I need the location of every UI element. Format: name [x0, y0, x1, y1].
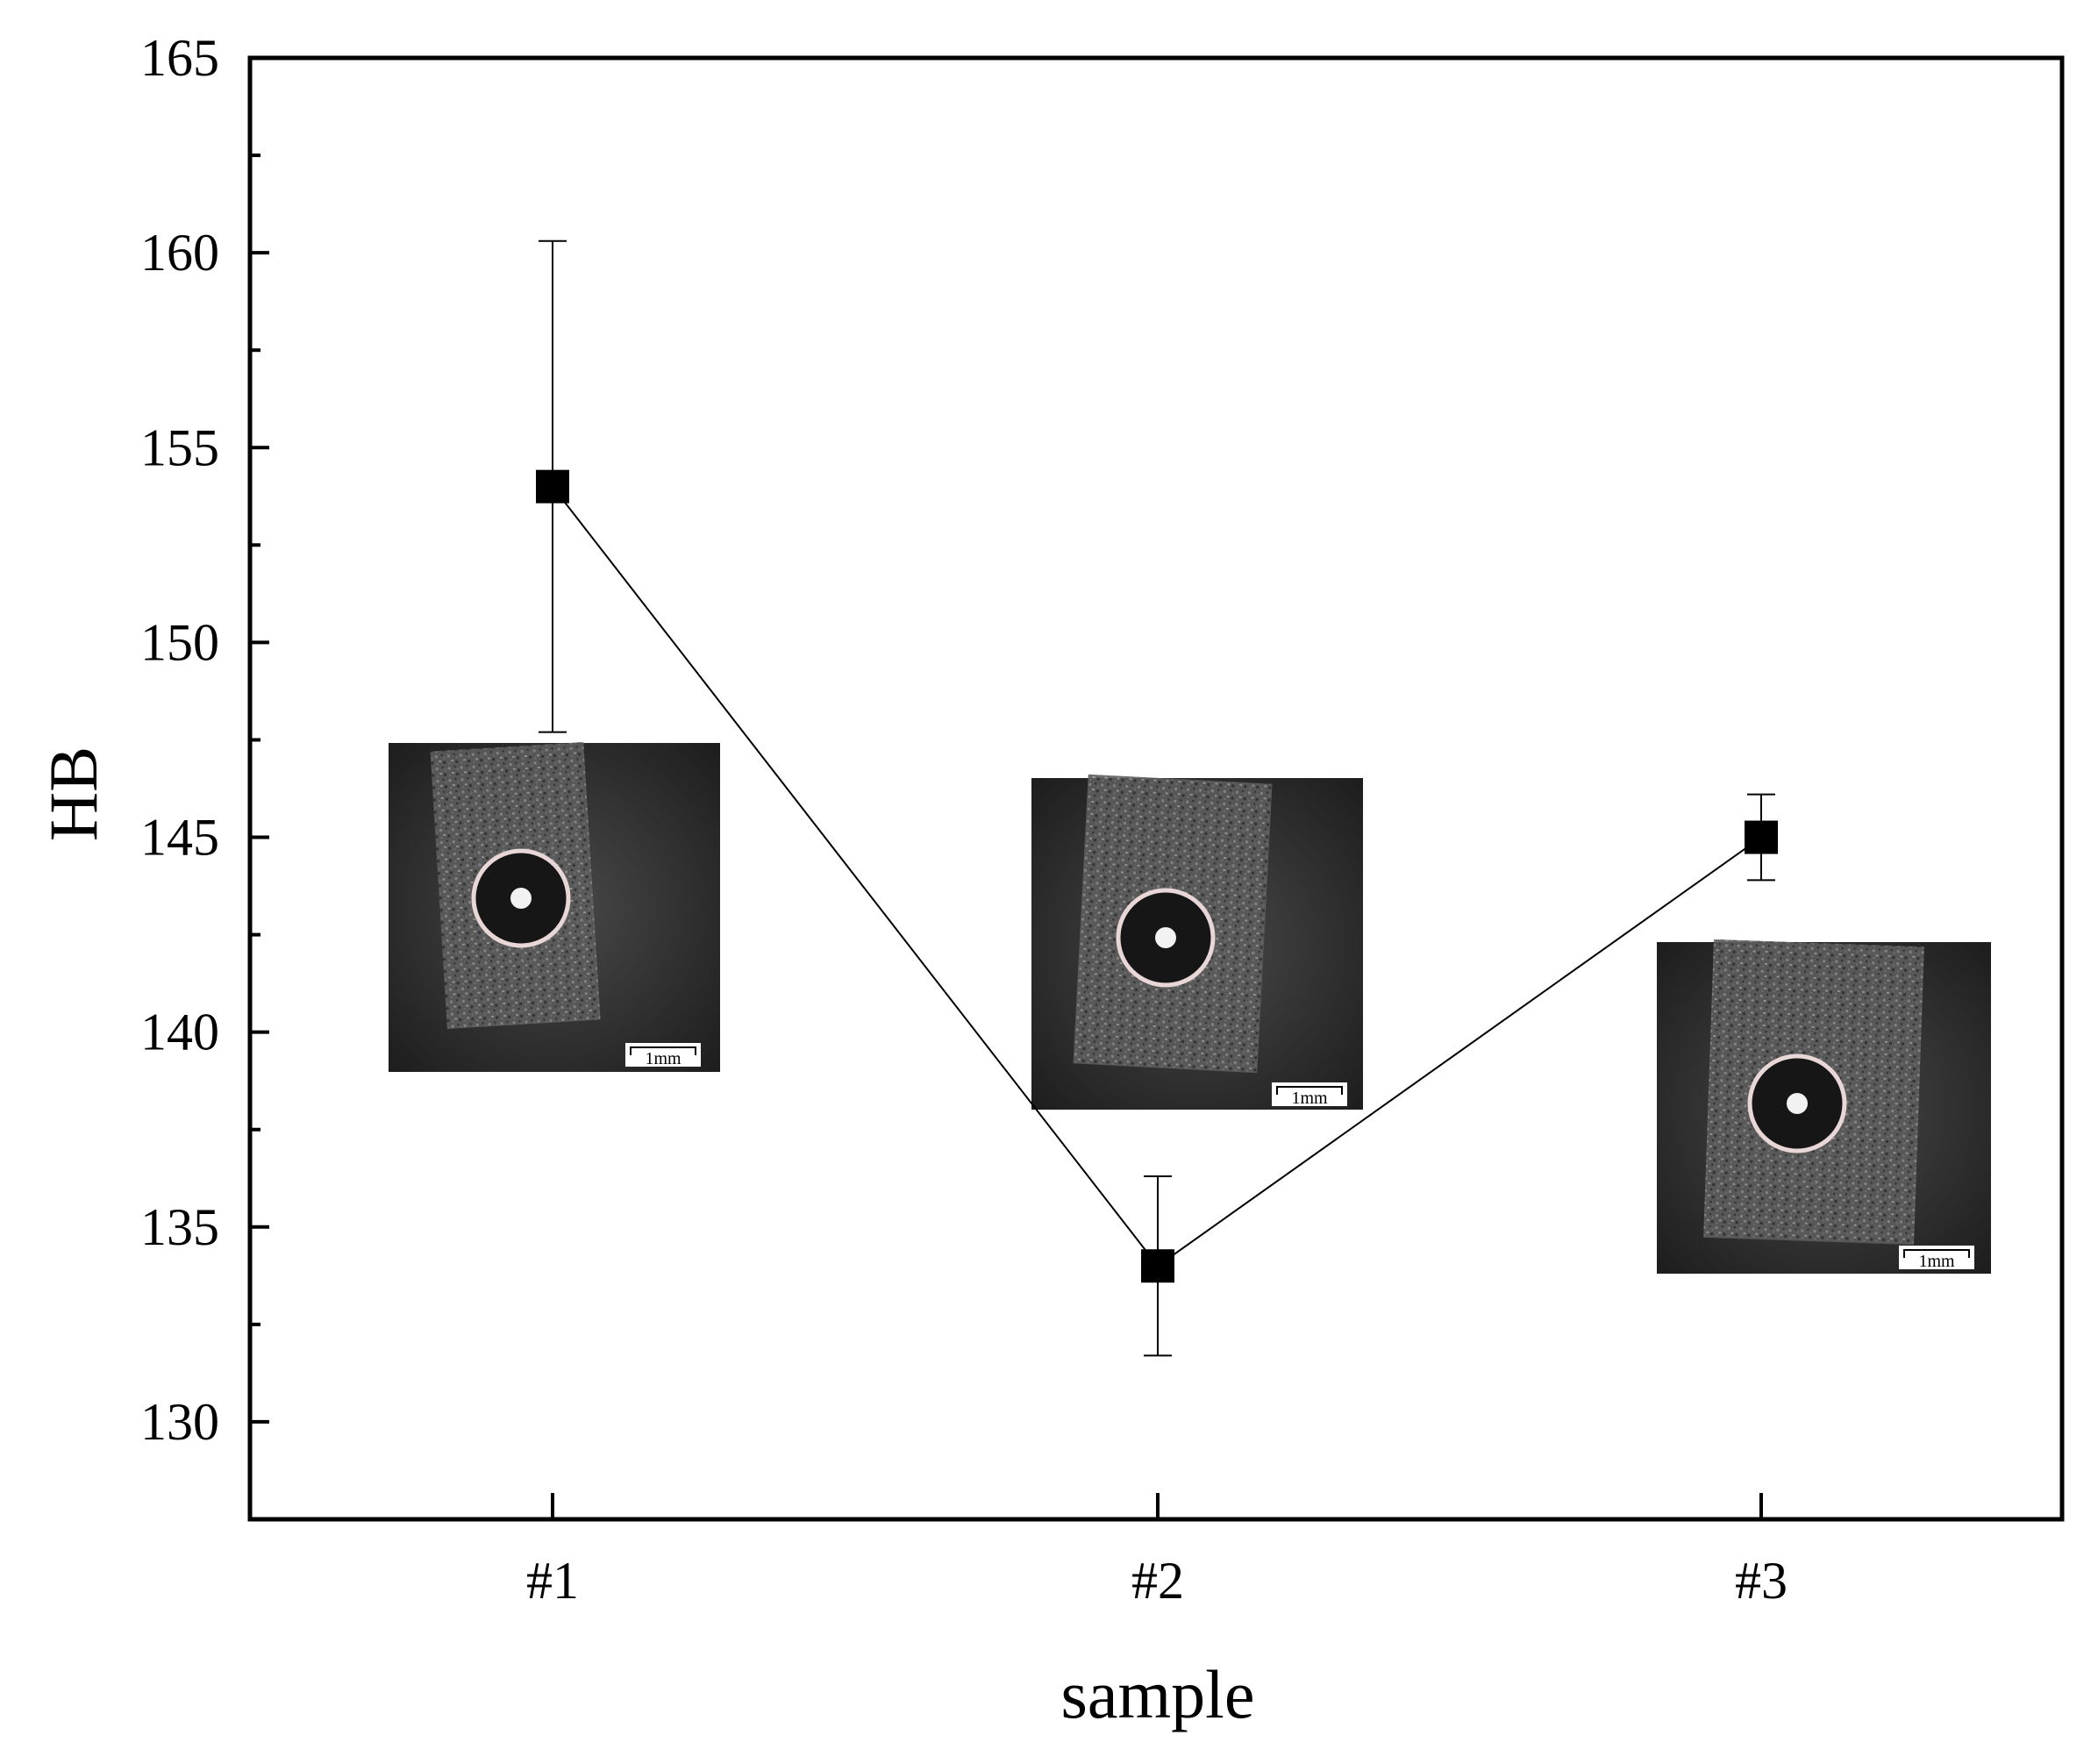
y-tick-label: 130	[140, 1393, 219, 1451]
y-axis-title: HB	[35, 746, 111, 841]
y-axis: 130 135 140 145 150 155 160 165	[140, 29, 269, 1521]
indentation-center	[1787, 1093, 1808, 1114]
y-tick-label: 135	[140, 1198, 219, 1256]
indentation-center	[510, 888, 532, 909]
x-tick-label: #3	[1735, 1552, 1788, 1610]
x-tick-label: #1	[526, 1552, 579, 1610]
inset-image-1: 1mm	[389, 741, 720, 1072]
data-series	[536, 239, 1778, 1357]
scale-bar-label: 1mm	[645, 1049, 681, 1068]
scale-bar-line	[630, 1046, 696, 1055]
x-axis-title: sample	[1061, 1656, 1255, 1732]
inset-images: 1mm 1mm 1mm	[389, 741, 1991, 1274]
indentation-center	[1155, 927, 1176, 948]
x-axis: #1 #2 #3	[526, 1493, 1788, 1610]
y-tick-label: 165	[140, 29, 219, 87]
y-tick-label: 150	[140, 613, 219, 671]
inset-image-2: 1mm	[1031, 774, 1363, 1110]
data-point-marker	[1745, 820, 1778, 854]
inset-image-3: 1mm	[1657, 939, 1991, 1274]
x-tick-label: #2	[1131, 1552, 1184, 1610]
data-point-marker	[1141, 1249, 1174, 1283]
y-tick-label: 145	[140, 809, 219, 867]
scale-bar-label: 1mm	[1291, 1089, 1328, 1108]
scale-bar-label: 1mm	[1918, 1252, 1955, 1271]
y-tick-label: 140	[140, 1003, 219, 1061]
y-tick-label: 160	[140, 224, 219, 282]
y-tick-label: 155	[140, 418, 219, 476]
scale-bar-line	[1903, 1249, 1970, 1258]
scale-bar-line	[1276, 1086, 1343, 1095]
data-point-marker	[536, 469, 569, 503]
